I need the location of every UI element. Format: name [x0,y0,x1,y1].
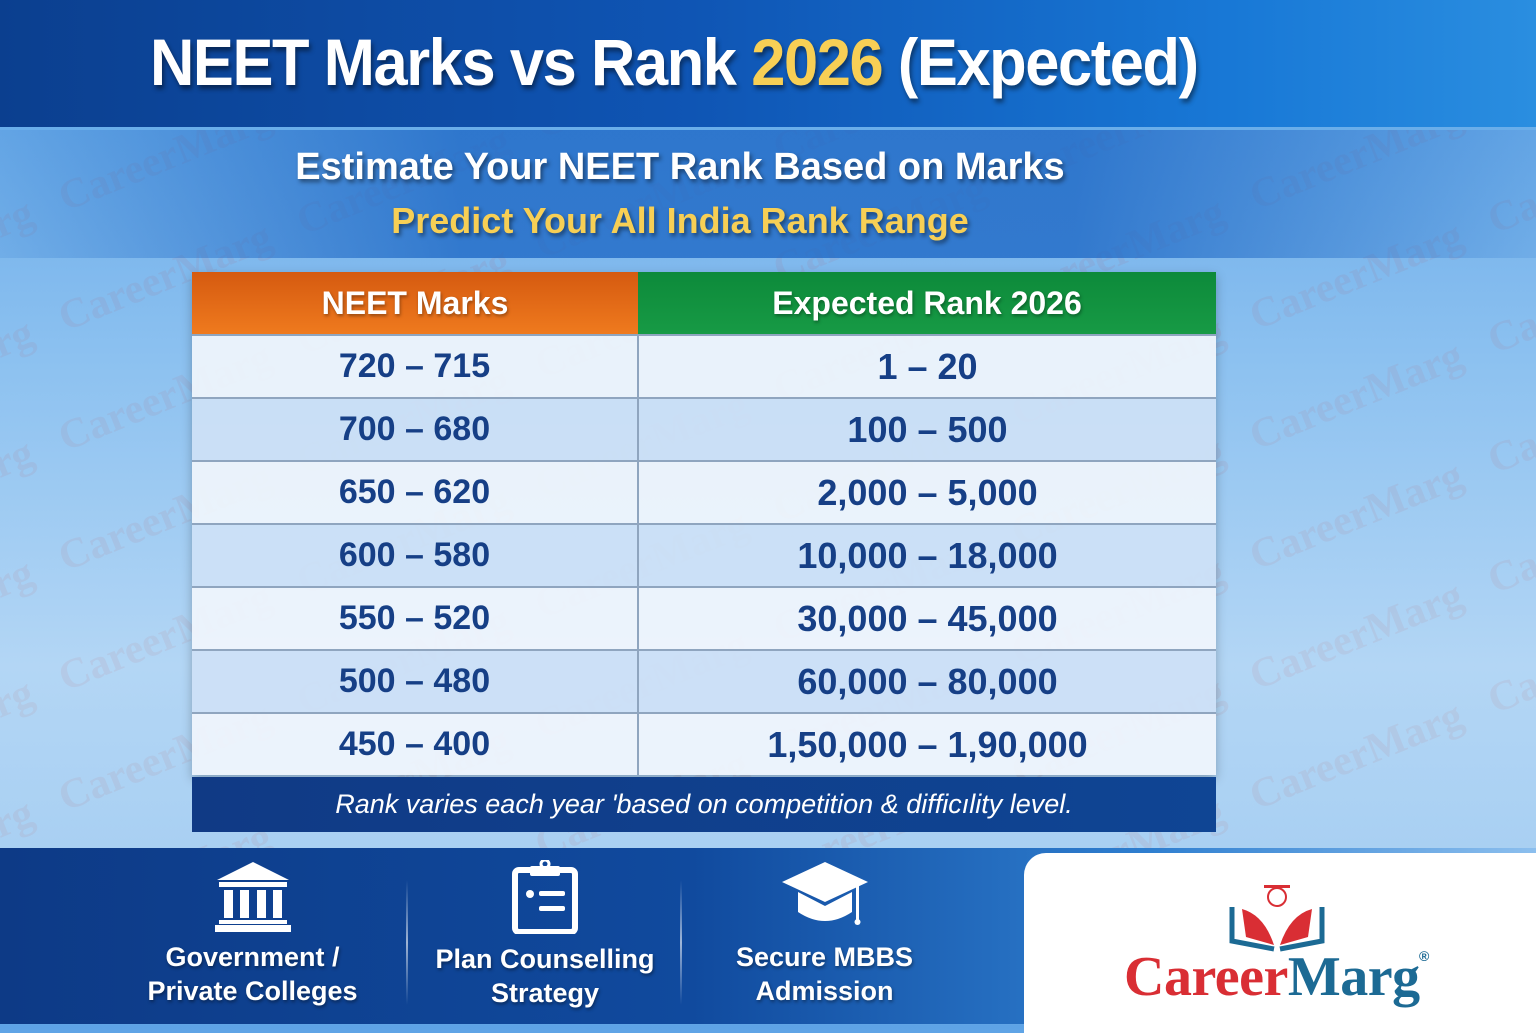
disclaimer-note: Rank varies each year 'based on competit… [192,777,1216,832]
marks-cell: 500 – 480 [192,649,639,713]
rank-cell: 1 – 20 [638,334,1216,398]
feature-divider [680,880,682,1005]
marks-vs-rank-table: NEET Marks Expected Rank 2026 720 – 715 … [192,272,1216,775]
table-row: 650 – 620 2,000 – 5,000 [192,460,1216,524]
logo-text-career: Career [1124,946,1288,1008]
registered-mark: ® [1419,948,1430,964]
rank-cell: 30,000 – 45,000 [638,586,1216,650]
rank-value: 1 – 20 [877,345,978,387]
feature-divider [406,880,408,1005]
title-banner: NEET Marks vs Rank 2026 (Expected) [0,0,1536,130]
title-year: 2026 [751,25,883,99]
feature-colleges-line2: Private Colleges [147,976,358,1006]
rank-cell: 10,000 – 18,000 [638,523,1216,587]
table-row: 600 – 580 10,000 – 18,000 [192,523,1216,587]
feature-mbbs-line2: Admission [755,976,894,1006]
column-header-marks: NEET Marks [192,272,638,335]
marks-cell: 450 – 400 [192,712,639,775]
marks-cell: 720 – 715 [192,334,639,398]
feature-counselling-line1: Plan Counselling [435,944,655,974]
table-row: 550 – 520 30,000 – 45,000 [192,586,1216,650]
rank-value: 2,000 – 5,000 [817,471,1038,513]
marks-cell: 550 – 520 [192,586,639,650]
marks-cell: 700 – 680 [192,397,639,461]
table-row: 700 – 680 100 – 500 [192,397,1216,461]
table-row: 720 – 715 1 – 20 [192,334,1216,398]
column-header-rank: Expected Rank 2026 [638,272,1216,335]
title-expected: (Expected) [897,25,1199,99]
feature-counselling: Plan Counselling Strategy [430,860,660,1010]
graduation-cap-icon [781,862,868,925]
table-row: 450 – 400 1,50,000 – 1,90,000 [192,712,1216,775]
feature-colleges-line1: Government / [165,942,340,972]
book-globe-logo-icon [1229,885,1325,952]
subtitle-band [0,130,1536,258]
logo-text-marg: Marg [1287,946,1420,1008]
page-title: NEET Marks vs Rank 2026 (Expected) [150,24,1199,100]
feature-mbbs-line1: Secure MBBS [735,942,914,972]
marks-cell: 650 – 620 [192,460,639,524]
logo-wordmark: CareerMarg [1124,945,1420,1009]
rank-value: 10,000 – 18,000 [797,534,1058,576]
title-main: NEET Marks vs Rank [150,25,737,99]
rank-cell: 60,000 – 80,000 [638,649,1216,713]
careermarg-logo: CareerMarg ® [1024,853,1536,1033]
rank-value: 30,000 – 45,000 [797,597,1058,639]
rank-cell: 1,50,000 – 1,90,000 [638,712,1216,775]
subtitle-predict: Predict Your All India Rank Range [391,200,969,241]
rank-cell: 2,000 – 5,000 [638,460,1216,524]
table-header-row: NEET Marks Expected Rank 2026 [192,272,1216,335]
institution-icon [214,862,291,932]
feature-mbbs: Secure MBBS Admission [712,860,937,1008]
rank-value: 60,000 – 80,000 [797,660,1058,702]
rank-value: 100 – 500 [847,408,1008,450]
marks-cell: 600 – 580 [192,523,639,587]
table-row: 500 – 480 60,000 – 80,000 [192,649,1216,713]
rank-cell: 100 – 500 [638,397,1216,461]
subtitle-estimate: Estimate Your NEET Rank Based on Marks [295,146,1065,188]
clipboard-list-icon [512,860,578,934]
feature-colleges: Government / Private Colleges [140,860,365,1008]
feature-counselling-line2: Strategy [490,978,600,1008]
rank-value: 1,50,000 – 1,90,000 [767,723,1088,765]
